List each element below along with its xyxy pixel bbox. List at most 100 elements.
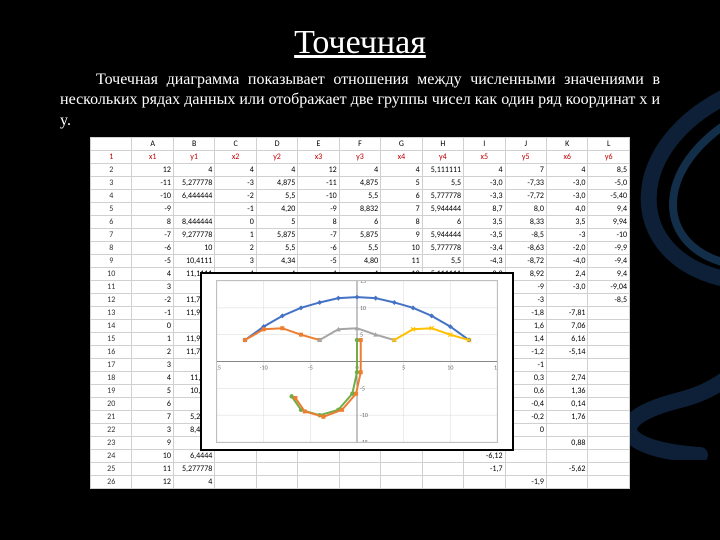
data-cell <box>546 450 587 463</box>
data-cell: 5,111111 <box>422 164 463 177</box>
svg-text:10: 10 <box>360 304 366 312</box>
data-cell: 4,34 <box>256 255 297 268</box>
data-cell <box>298 450 339 463</box>
data-cell: 12 <box>298 164 339 177</box>
row-header: 11 <box>91 281 132 294</box>
data-cell: 2,74 <box>546 372 587 385</box>
description-text: Точечная диаграмма показывает отношения … <box>60 70 660 131</box>
row-header: 17 <box>91 359 132 372</box>
page-title: Точечная <box>60 24 660 62</box>
series-header: y3 <box>339 151 380 164</box>
data-cell: -9,04 <box>588 281 630 294</box>
data-cell <box>256 476 297 489</box>
data-cell <box>422 450 463 463</box>
data-cell: 4 <box>132 268 173 281</box>
data-cell: -10 <box>298 190 339 203</box>
data-cell <box>381 450 422 463</box>
data-cell: 9,4 <box>588 268 630 281</box>
svg-text:15: 15 <box>360 281 366 285</box>
data-cell: 5 <box>256 216 297 229</box>
data-cell: 3,5 <box>546 216 587 229</box>
data-cell: -11 <box>132 177 173 190</box>
data-cell: 4,875 <box>256 177 297 190</box>
scatter-chart: -15-10-5051015-15-10-551015 <box>200 272 514 451</box>
data-cell <box>588 450 630 463</box>
data-cell: 3 <box>132 424 173 437</box>
row-header: 9 <box>91 255 132 268</box>
row-header: 19 <box>91 385 132 398</box>
data-cell: 4 <box>339 164 380 177</box>
series-header: y5 <box>505 151 546 164</box>
data-cell: -9 <box>298 203 339 216</box>
svg-text:5: 5 <box>360 331 363 339</box>
data-cell: -9,4 <box>588 255 630 268</box>
row-header: 13 <box>91 307 132 320</box>
series-header: y1 <box>173 151 214 164</box>
column-header: A <box>132 138 173 151</box>
data-cell: 4 <box>173 476 214 489</box>
data-cell: 10 <box>381 242 422 255</box>
row-header: 22 <box>91 424 132 437</box>
data-cell: 8,832 <box>339 203 380 216</box>
data-cell: 4 <box>215 164 256 177</box>
data-cell: 6 <box>422 216 463 229</box>
data-cell <box>256 450 297 463</box>
column-header: C <box>215 138 256 151</box>
row-header: 2 <box>91 164 132 177</box>
data-cell: -7,81 <box>546 307 587 320</box>
row-header: 18 <box>91 372 132 385</box>
data-cell <box>256 463 297 476</box>
data-cell: -1 <box>132 307 173 320</box>
row-header: 5 <box>91 203 132 216</box>
data-cell: 3 <box>132 281 173 294</box>
data-cell: 8 <box>381 216 422 229</box>
data-cell: 4 <box>464 164 505 177</box>
data-cell: 5 <box>381 177 422 190</box>
data-cell: 5,5 <box>422 255 463 268</box>
data-cell: -8,5 <box>505 229 546 242</box>
data-cell: 12 <box>132 164 173 177</box>
data-cell: 9,4 <box>588 203 630 216</box>
data-cell <box>422 476 463 489</box>
data-cell: 4 <box>381 164 422 177</box>
data-cell <box>381 463 422 476</box>
data-cell: 3,5 <box>464 216 505 229</box>
data-cell: -8,5 <box>588 294 630 307</box>
data-cell: 7 <box>381 203 422 216</box>
data-cell: 5 <box>132 385 173 398</box>
data-cell: -4,3 <box>464 255 505 268</box>
data-cell <box>215 463 256 476</box>
data-cell: 9,277778 <box>173 229 214 242</box>
column-header: J <box>505 138 546 151</box>
data-cell: 4 <box>256 164 297 177</box>
row-header: 14 <box>91 320 132 333</box>
data-cell: 5,5 <box>256 242 297 255</box>
data-cell: 0,14 <box>546 398 587 411</box>
data-cell: 5,944444 <box>422 203 463 216</box>
data-cell: -2 <box>215 190 256 203</box>
data-cell: 9 <box>381 229 422 242</box>
data-cell: 11 <box>132 463 173 476</box>
column-header: D <box>256 138 297 151</box>
data-cell: -6,12 <box>464 450 505 463</box>
data-cell: -5 <box>132 255 173 268</box>
svg-text:-10: -10 <box>260 364 268 372</box>
data-cell: -10 <box>132 190 173 203</box>
data-cell: 2 <box>132 346 173 359</box>
row-header: 4 <box>91 190 132 203</box>
series-header: x6 <box>546 151 587 164</box>
data-cell: 3 <box>132 359 173 372</box>
data-cell: 6 <box>132 398 173 411</box>
data-cell: 1,76 <box>546 411 587 424</box>
data-cell: -3,0 <box>464 177 505 190</box>
data-cell: 4,20 <box>256 203 297 216</box>
data-cell: -3,0 <box>546 281 587 294</box>
series-header: y6 <box>588 151 630 164</box>
data-cell <box>505 463 546 476</box>
data-cell: -3,3 <box>464 190 505 203</box>
row-header: 12 <box>91 294 132 307</box>
data-cell <box>588 307 630 320</box>
data-cell: 4 <box>546 164 587 177</box>
data-cell: -9,9 <box>588 242 630 255</box>
data-cell: -1,9 <box>505 476 546 489</box>
